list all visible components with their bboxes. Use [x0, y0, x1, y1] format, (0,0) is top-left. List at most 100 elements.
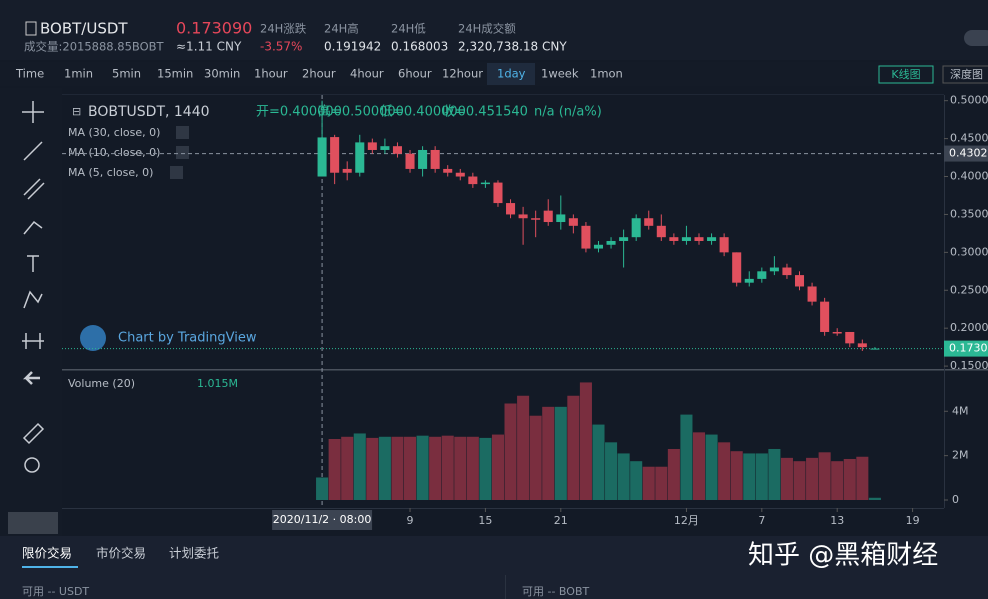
toggle[interactable] — [964, 30, 988, 46]
interval[interactable]: 4hour — [350, 67, 384, 81]
time-axis-line — [62, 508, 944, 509]
volume-bar — [617, 453, 630, 500]
volume-bar — [768, 448, 781, 500]
volume-bar — [856, 456, 869, 500]
collapse-btn[interactable] — [8, 512, 58, 534]
candle-body — [606, 240, 616, 245]
volume-bar — [567, 395, 580, 500]
interval[interactable]: Time — [15, 67, 44, 81]
text-tool[interactable] — [27, 255, 39, 272]
pane-separator — [62, 369, 988, 371]
symbol: BOBTUSDT, 1440 — [88, 104, 210, 120]
candle-body — [430, 149, 440, 169]
candle-body — [405, 153, 415, 169]
y-tick-label: 0.5000 — [950, 94, 988, 107]
volume-bar — [667, 448, 680, 500]
indicator-settings[interactable] — [170, 166, 183, 179]
x-tick-label: 12月 — [674, 514, 699, 527]
ohlc-legend: 高=0.500000 — [318, 104, 404, 120]
volume-bar — [366, 437, 379, 500]
volume-bar — [429, 436, 442, 500]
order-tab[interactable]: 限价交易 — [22, 546, 72, 561]
pattern-tool[interactable] — [23, 290, 43, 309]
interval[interactable]: 5min — [112, 67, 141, 81]
volume-bar — [341, 436, 354, 500]
candle-body — [681, 237, 691, 241]
volume-bar — [655, 466, 668, 500]
interval[interactable]: 2hour — [302, 67, 336, 81]
interval[interactable]: 6hour — [398, 67, 432, 81]
zoom-tool[interactable] — [24, 457, 40, 473]
tv-watermark-text: Chart by TradingView — [118, 331, 257, 346]
candle-body — [330, 137, 340, 173]
view-btn[interactable] — [942, 65, 988, 84]
order-tab[interactable]: 市价交易 — [96, 546, 146, 561]
order-tab[interactable]: 计划委托 — [169, 546, 219, 561]
collapse-icon[interactable]: ⊟ — [72, 105, 81, 118]
line-tool[interactable] — [23, 141, 43, 161]
candle-body — [443, 168, 453, 173]
y-tick-label: 0.3000 — [950, 245, 988, 258]
volume-bar — [328, 439, 341, 500]
candle-body — [455, 172, 465, 177]
price: 0.173090 — [176, 19, 252, 38]
candle-body — [518, 214, 528, 219]
fib-tool[interactable] — [23, 178, 45, 200]
candle-body — [355, 142, 365, 173]
y-tick-label: 0.4500 — [950, 132, 988, 145]
candle-body — [317, 137, 327, 177]
interval[interactable]: 1day — [497, 67, 526, 81]
volume: 成交量:2015888.85BOBT — [24, 40, 165, 54]
candle-body — [568, 218, 578, 226]
interval[interactable]: 1mon — [590, 67, 623, 81]
indicator-settings[interactable] — [176, 126, 189, 139]
volume-bar — [793, 461, 806, 500]
interval[interactable]: 15min — [157, 67, 193, 81]
stat-value: 0.168003 — [391, 40, 448, 54]
candle-body — [531, 218, 541, 220]
candle-body — [769, 267, 779, 272]
candle-body — [480, 182, 490, 185]
volume-bar — [316, 477, 329, 500]
balance: 可用 -- USDT — [22, 585, 89, 598]
candle-body — [870, 348, 880, 350]
stat-label: 24H高 — [324, 22, 359, 36]
volume-bar — [718, 442, 731, 500]
candle-body — [367, 142, 377, 150]
crosshair-tool[interactable] — [22, 101, 44, 123]
candle-body — [392, 146, 402, 154]
candle-body — [820, 301, 830, 332]
volume-bar — [818, 452, 831, 500]
volume-bar — [755, 453, 768, 500]
interval[interactable]: 1min — [64, 67, 93, 81]
interval[interactable]: 1week — [541, 67, 579, 81]
interval[interactable]: 12hour — [442, 67, 483, 81]
x-tick-label: 15 — [478, 514, 492, 527]
volume-bar — [416, 435, 429, 500]
view-btn[interactable] — [878, 65, 934, 84]
x-tick-label: 7 — [758, 514, 765, 527]
interval[interactable]: 30min — [204, 67, 240, 81]
x-tick-label: 9 — [407, 514, 414, 527]
measure-tool[interactable] — [22, 333, 44, 349]
candle-body — [744, 278, 754, 283]
indicator-settings[interactable] — [176, 146, 189, 159]
stat-label: 24H涨跌 — [260, 22, 307, 36]
volume-bar — [554, 406, 567, 500]
stat-label: 24H成交额 — [458, 22, 516, 36]
candle-body — [644, 218, 654, 226]
back-tool[interactable] — [22, 371, 40, 385]
right-axis-line — [944, 95, 945, 508]
candle-body — [656, 225, 666, 238]
volume-bar — [843, 458, 856, 500]
volume-bar — [491, 434, 505, 500]
crosshair-price: 0.43027 — [949, 147, 988, 160]
tool-icons — [22, 101, 45, 473]
ruler-tool[interactable] — [22, 422, 45, 445]
v-tick-label: 2M — [952, 449, 969, 462]
brush-tool[interactable] — [23, 220, 43, 235]
volume-bar — [542, 406, 555, 500]
candle-body — [593, 244, 604, 249]
interval[interactable]: 1hour — [254, 67, 288, 81]
